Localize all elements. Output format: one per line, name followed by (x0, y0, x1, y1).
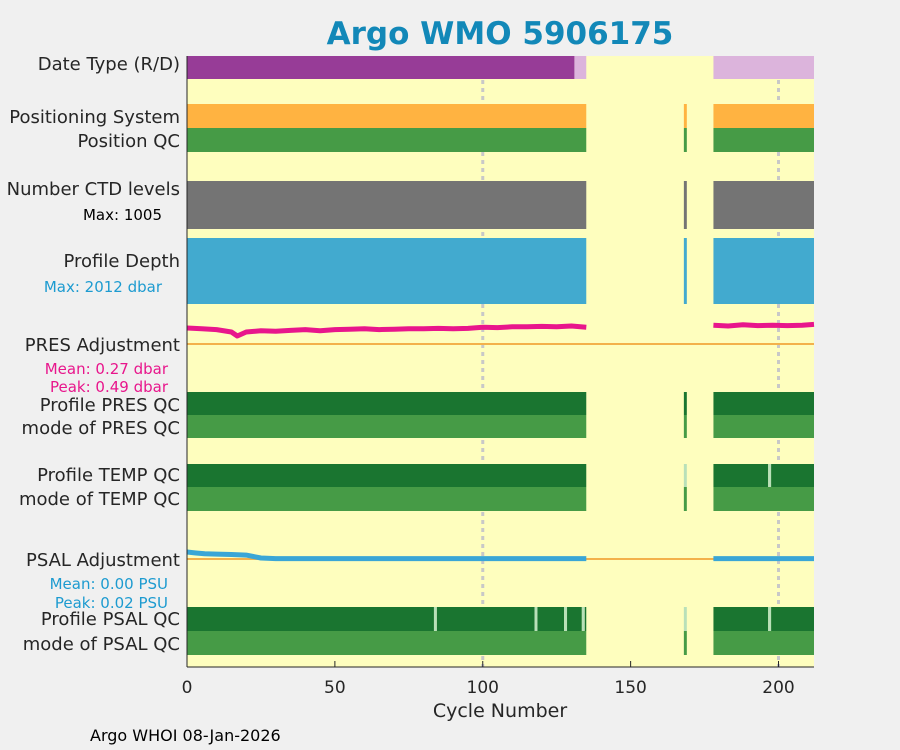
status-bar-segment (713, 464, 769, 487)
status-bar-segment (187, 607, 434, 631)
status-bar-segment (683, 631, 687, 655)
row-labels: Date Type (R/D) Positioning System Positio… (7, 54, 180, 655)
status-bar-segment (534, 607, 538, 631)
status-bar-segment (683, 104, 687, 128)
row-label: Profile PRES QC (40, 395, 180, 416)
row-label: Position QC (77, 131, 180, 152)
adjustment-mean: Mean: 0.00 PSU (50, 575, 168, 593)
status-bar-segment (683, 415, 687, 438)
status-bar-segment (683, 128, 687, 152)
status-bar-segment (683, 607, 687, 631)
x-tick-label: 0 (182, 678, 193, 698)
status-bar-segment (713, 392, 814, 415)
status-bar-segment (187, 181, 587, 229)
status-bar-segment (713, 631, 814, 655)
row-label: mode of PRES QC (22, 418, 180, 439)
row-label: Profile Depth (63, 251, 180, 272)
x-tick-label: 200 (762, 678, 794, 698)
status-bar-segment (713, 238, 814, 304)
row-label: mode of PSAL QC (23, 634, 180, 655)
status-bar-segment (713, 56, 814, 79)
status-bar-segment (713, 607, 769, 631)
status-bar-segment (713, 181, 814, 229)
status-bar-segment (567, 607, 582, 631)
x-axis-label: Cycle Number (433, 700, 567, 722)
adjustment-peak: Peak: 0.02 PSU (55, 594, 168, 612)
row-note: Max: 2012 dbar (44, 278, 163, 296)
adjustment-series-line (713, 321, 815, 329)
status-bar-segment (433, 607, 437, 631)
status-bar-segment (187, 464, 587, 487)
status-bar-segment (187, 415, 587, 438)
status-bar-segment (713, 128, 814, 152)
status-bar-segment (574, 56, 587, 79)
footer-credit: Argo WHOI 08-Jan-2026 (90, 726, 281, 745)
status-bar-segment (683, 181, 687, 229)
status-bar-segment (187, 631, 587, 655)
adjustment-lines (186, 321, 815, 562)
row-label: PSAL Adjustment (26, 550, 180, 571)
row-label: Positioning System (9, 107, 180, 128)
status-bar-segment (683, 238, 687, 304)
status-bar-segment (768, 607, 772, 631)
adjustment-series-line (186, 323, 587, 339)
status-bar-segment (713, 487, 814, 511)
status-bar-segment (584, 607, 587, 631)
status-bar-segment (187, 392, 587, 415)
status-bar-segment (768, 464, 772, 487)
status-bar-segment (771, 464, 814, 487)
status-bar-segment (187, 487, 587, 511)
row-label: mode of TEMP QC (19, 489, 180, 510)
status-bar-segment (581, 607, 585, 631)
row-note: Max: 1005 (83, 206, 162, 224)
adjustment-mean: Mean: 0.27 dbar (45, 360, 169, 378)
status-bar-segment (713, 415, 814, 438)
status-bar-segment (187, 104, 587, 128)
status-bar-segment (187, 56, 575, 79)
row-label: PRES Adjustment (25, 335, 180, 356)
status-bar-segment (436, 607, 535, 631)
status-bar-segment (771, 607, 814, 631)
chart-title: Argo WMO 5906175 (327, 16, 674, 52)
status-bar-segment (187, 128, 587, 152)
adjustment-peak: Peak: 0.49 dbar (50, 378, 169, 396)
status-bar-segment (683, 487, 687, 511)
adjustment-series-line (186, 549, 587, 562)
row-label: Number CTD levels (7, 179, 180, 200)
status-bar-segment (713, 104, 814, 128)
status-bar-segment (187, 238, 587, 304)
x-tick-label: 100 (467, 678, 499, 698)
x-axis: 0 50 100 150 200 (182, 56, 814, 698)
x-tick-label: 150 (614, 678, 646, 698)
status-bar-segment (683, 392, 687, 415)
status-bar-segment (564, 607, 568, 631)
gridlines (481, 56, 781, 667)
status-bars (187, 56, 814, 655)
status-bar-segment (537, 607, 565, 631)
row-label: Profile PSAL QC (41, 609, 180, 630)
row-label: Date Type (R/D) (38, 54, 180, 75)
plot-background (187, 56, 814, 667)
row-label: Profile TEMP QC (37, 465, 180, 486)
x-tick-label: 50 (324, 678, 346, 698)
status-bar-segment (683, 464, 687, 487)
